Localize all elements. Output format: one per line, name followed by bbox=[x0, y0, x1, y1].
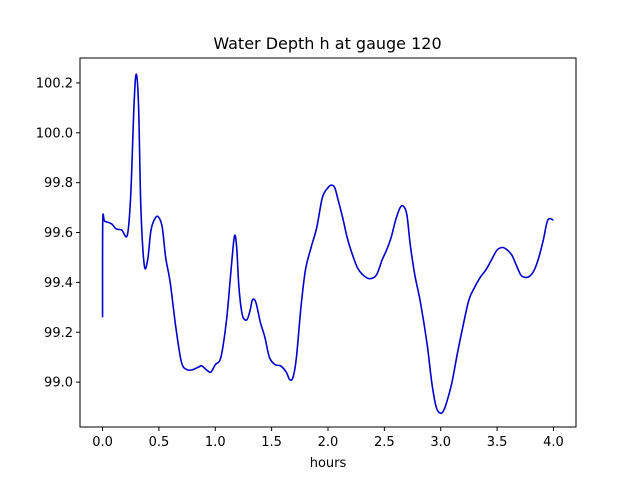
x-tick-label: 0.5 bbox=[149, 435, 170, 450]
axes-frame bbox=[79, 57, 577, 428]
x-tick-label: 1.5 bbox=[261, 435, 282, 450]
x-tick-label: 2.5 bbox=[374, 435, 395, 450]
x-tick-label: 4.0 bbox=[543, 435, 564, 450]
chart-title: Water Depth h at gauge 120 bbox=[213, 34, 441, 53]
x-axis-label: hours bbox=[310, 456, 347, 471]
x-tick-label: 3.0 bbox=[430, 435, 451, 450]
y-tick-label: 100.0 bbox=[36, 126, 73, 141]
x-tick-label: 0.0 bbox=[92, 435, 113, 450]
y-tick-label: 99.2 bbox=[44, 326, 73, 341]
y-tick-label: 100.2 bbox=[36, 76, 73, 91]
x-tick-label: 2.0 bbox=[318, 435, 339, 450]
x-axis: 0.0 0.5 1.0 1.5 2.0 2.5 3.0 3.5 4.0 bbox=[92, 427, 564, 450]
y-tick-label: 99.8 bbox=[44, 176, 73, 191]
x-tick-label: 3.5 bbox=[487, 435, 508, 450]
y-tick-label: 99.4 bbox=[44, 276, 73, 291]
y-tick-label: 99.0 bbox=[44, 376, 73, 391]
x-tick-label: 1.0 bbox=[205, 435, 226, 450]
series-line bbox=[101, 73, 554, 415]
y-tick-label: 99.6 bbox=[44, 226, 73, 241]
plot-area bbox=[101, 73, 554, 415]
y-axis: 99.0 99.2 99.4 99.6 99.8 100.0 100.2 bbox=[36, 76, 80, 391]
